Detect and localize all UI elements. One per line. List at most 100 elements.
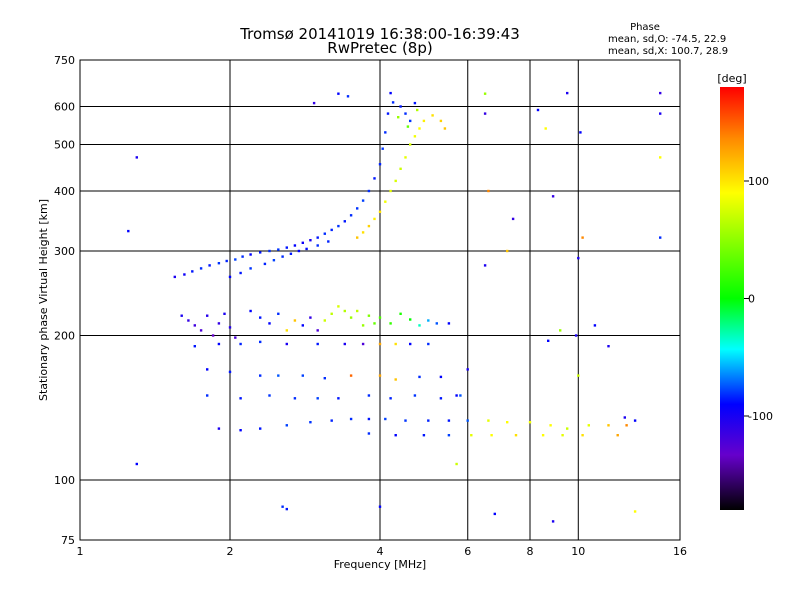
plot-area: 1 2 4 6 8 10 16 75 100 200 300 400 500 600 750 [54,54,687,558]
data-point [241,255,244,258]
data-point [349,417,353,421]
chart-subtitle: RwPretec (8p) [327,39,432,57]
data-point [487,419,490,422]
data-point [217,322,221,325]
data-point [659,112,662,115]
data-point [470,434,473,437]
data-point [223,312,226,315]
data-point [427,319,430,322]
data-point [259,316,262,319]
data-point [418,375,421,379]
data-point [561,434,564,437]
data-point [228,326,232,329]
data-point [309,421,312,424]
data-point [316,244,319,247]
data-point [259,340,262,344]
x-tick-label: 2 [227,545,234,558]
data-point [389,91,392,95]
data-point [361,199,365,202]
data-point [416,108,419,112]
data-point [506,421,509,424]
data-point [399,105,402,108]
data-point [193,345,196,348]
data-point [514,434,518,437]
y-axis-label: Stationary phase Virtual Height [km] [37,199,50,401]
data-point [206,314,209,317]
data-point [127,229,130,233]
data-point [541,434,545,437]
data-point [625,424,628,427]
data-point [259,374,262,377]
data-point [581,434,584,437]
colorbar [720,87,744,510]
y-tick-label: 600 [54,101,75,114]
data-point [439,375,443,379]
y-tick-label: 200 [54,330,75,343]
data-point [337,397,340,400]
colorbar-tick-label: 100 [748,175,769,188]
data-point [316,329,319,332]
data-point [381,147,384,150]
data-point [399,167,402,170]
data-point [422,434,426,437]
data-point [413,101,417,105]
data-point [579,131,582,134]
data-point [427,342,430,346]
data-point [413,135,417,138]
data-point [327,240,330,243]
y-tick-label: 300 [54,245,75,258]
data-point [547,339,550,342]
data-point [483,264,487,267]
data-point [361,231,365,234]
data-point [409,342,412,346]
data-point [316,397,319,400]
data-point [206,368,209,371]
data-point [397,116,400,119]
x-tick-label: 16 [673,545,687,558]
data-point [466,368,469,371]
data-point [259,427,262,430]
data-point [483,112,487,115]
y-tick-label: 100 [54,474,75,487]
data-point [633,510,637,513]
colorbar-tick-label: 0 [748,293,755,306]
data-point [391,101,395,104]
data-point [447,434,451,437]
data-point [577,256,580,260]
data-point [413,394,417,397]
data-point [367,314,371,317]
data-point [285,424,288,427]
data-point [593,324,597,327]
data-point [277,312,280,315]
data-point [346,95,350,98]
data-point [490,434,493,437]
data-point [249,253,252,256]
data-point [659,91,662,95]
data-point [293,397,297,400]
data-point [409,318,412,321]
data-point [305,247,308,251]
data-point [378,374,382,377]
colorbar-tick-label: -100 [748,410,773,423]
data-point [409,119,412,123]
data-point [356,309,359,313]
data-point [455,394,458,397]
data-point [337,92,340,95]
data-point [399,312,402,315]
data-point [384,417,387,421]
data-point [559,329,562,332]
data-point [549,424,552,427]
data-point [404,419,407,422]
data-point [135,156,138,159]
data-point [309,316,312,319]
data-point [361,324,365,327]
y-tick-label: 400 [54,185,75,198]
data-point [285,342,288,346]
data-point [217,262,221,265]
data-point [427,419,430,422]
data-point [206,394,209,397]
data-point [199,267,203,270]
phase-box-o-stats: mean, sd,O: -74.5, 22.9 [608,34,726,45]
data-point [581,236,584,239]
data-point [551,520,555,523]
